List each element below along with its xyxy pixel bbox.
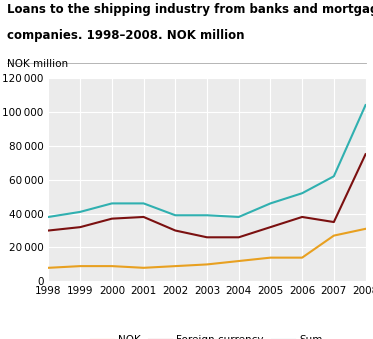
- Sum: [141, 201, 146, 205]
- Text: NOK million: NOK million: [7, 60, 69, 69]
- Sum: [78, 210, 82, 214]
- Sum: [173, 213, 178, 217]
- Foreign currency: [300, 215, 304, 219]
- Foreign currency: [173, 228, 178, 233]
- NOK: [205, 262, 209, 266]
- Line: Foreign currency: Foreign currency: [48, 154, 366, 237]
- NOK: [300, 256, 304, 260]
- Sum: [300, 191, 304, 195]
- Sum: [332, 174, 336, 178]
- Foreign currency: [46, 228, 51, 233]
- NOK: [332, 234, 336, 238]
- Foreign currency: [363, 152, 368, 156]
- Foreign currency: [110, 217, 114, 221]
- Sum: [268, 201, 273, 205]
- NOK: [236, 259, 241, 263]
- Sum: [110, 201, 114, 205]
- Sum: [205, 213, 209, 217]
- Foreign currency: [332, 220, 336, 224]
- Text: Loans to the shipping industry from banks and mortgage: Loans to the shipping industry from bank…: [7, 3, 373, 16]
- Foreign currency: [236, 235, 241, 239]
- Sum: [236, 215, 241, 219]
- NOK: [46, 266, 51, 270]
- Foreign currency: [141, 215, 146, 219]
- NOK: [141, 266, 146, 270]
- Foreign currency: [268, 225, 273, 229]
- Line: NOK: NOK: [48, 229, 366, 268]
- Sum: [363, 103, 368, 107]
- Text: companies. 1998–2008. NOK million: companies. 1998–2008. NOK million: [7, 29, 245, 42]
- NOK: [363, 227, 368, 231]
- Foreign currency: [78, 225, 82, 229]
- Legend: NOK, Foreign currency, Sum: NOK, Foreign currency, Sum: [87, 331, 327, 339]
- NOK: [173, 264, 178, 268]
- Sum: [46, 215, 51, 219]
- NOK: [78, 264, 82, 268]
- NOK: [268, 256, 273, 260]
- Line: Sum: Sum: [48, 105, 366, 217]
- Foreign currency: [205, 235, 209, 239]
- NOK: [110, 264, 114, 268]
